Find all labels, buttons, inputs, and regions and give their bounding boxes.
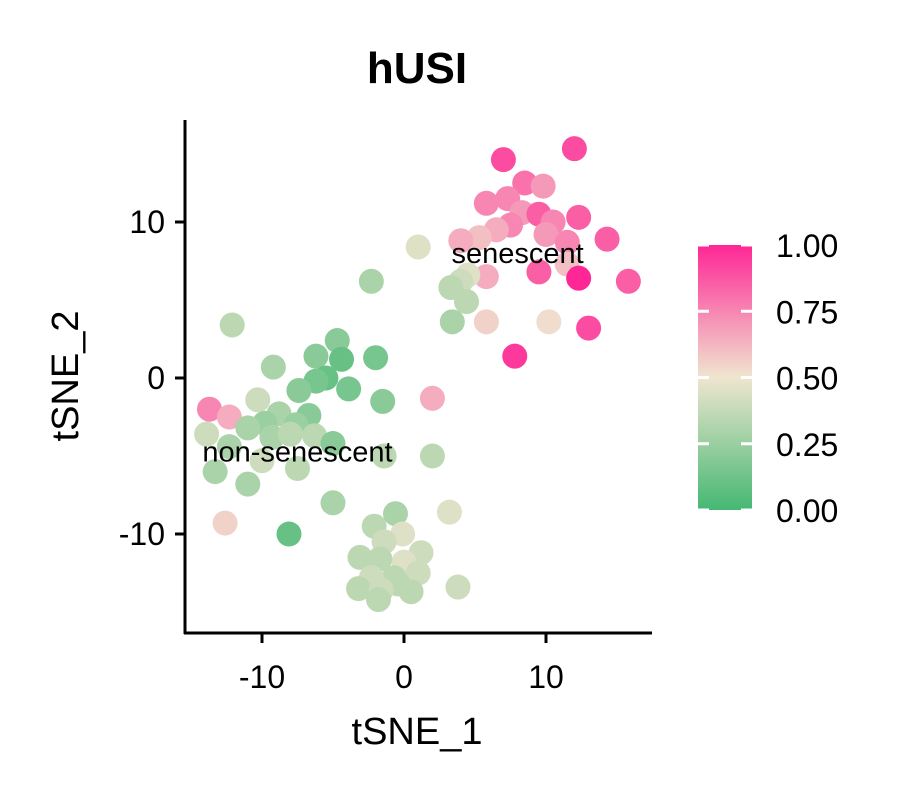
x-tick-label: 0 xyxy=(395,659,413,695)
scatter-point xyxy=(216,404,242,430)
scatter-point xyxy=(466,225,492,251)
scatter-point xyxy=(448,228,474,254)
scatter-point xyxy=(490,147,516,173)
scatter-point xyxy=(533,221,559,247)
y-axis-label: tSNE_2 xyxy=(45,311,87,442)
scatter-point xyxy=(473,264,499,290)
colorbar-tick-label: 0.75 xyxy=(776,294,838,330)
colorbar: 1.00 0.75 0.50 0.25 0.00 xyxy=(698,228,838,529)
y-tick-label: 0 xyxy=(147,360,165,396)
scatter-point xyxy=(212,510,238,536)
scatter-point xyxy=(526,259,552,285)
scatter-point xyxy=(347,544,373,570)
points-layer xyxy=(194,136,641,613)
scatter-point xyxy=(320,431,346,457)
scatter-point xyxy=(530,173,556,199)
x-tick-label: -10 xyxy=(239,659,285,695)
scatter-point xyxy=(365,587,391,613)
scatter-point xyxy=(473,309,499,335)
scatter-point xyxy=(358,268,384,294)
scatter-point xyxy=(370,388,396,414)
annotation-non-senescent: non-senescent xyxy=(202,436,392,468)
scatter-point xyxy=(398,579,424,605)
scatter-point xyxy=(216,434,242,460)
scatter-point xyxy=(594,226,620,252)
annotations-layer: senescent non-senescent xyxy=(202,238,583,468)
scatter-point xyxy=(419,443,445,469)
scatter-point xyxy=(405,234,431,260)
scatter-point xyxy=(245,387,271,413)
x-axis-label: tSNE_1 xyxy=(352,711,483,753)
scatter-point xyxy=(363,345,389,371)
scatter-point xyxy=(235,471,261,497)
scatter-point xyxy=(346,576,372,602)
scatter-point xyxy=(219,312,245,338)
scatter-point xyxy=(249,448,275,474)
scatter-point xyxy=(336,376,362,402)
scatter-point xyxy=(566,265,592,291)
scatter-point xyxy=(260,354,286,380)
chart-title: hUSI xyxy=(367,44,467,93)
scatter-point xyxy=(371,443,397,469)
y-tick-label: -10 xyxy=(119,516,165,552)
colorbar-tick-label: 0.50 xyxy=(776,361,838,397)
scatter-point xyxy=(445,574,471,600)
scatter-point xyxy=(566,204,592,230)
scatter-point xyxy=(512,170,538,196)
y-ticks: -10 0 10 xyxy=(119,204,185,552)
x-ticks: -10 0 10 xyxy=(239,633,564,695)
colorbar-tick-label: 1.00 xyxy=(776,228,838,264)
scatter-point xyxy=(276,521,302,547)
scatter-point xyxy=(303,343,329,369)
scatter-point xyxy=(202,459,228,485)
scatter-point xyxy=(561,136,587,162)
scatter-point xyxy=(615,268,641,294)
y-tick-label: 10 xyxy=(129,204,165,240)
annotation-senescent: senescent xyxy=(451,238,583,270)
colorbar-tick-label: 0.00 xyxy=(776,493,838,529)
scatter-point xyxy=(419,385,445,411)
colorbar-ticks: 1.00 0.75 0.50 0.25 0.00 xyxy=(698,228,838,529)
scatter-point xyxy=(324,328,350,354)
scatter-point xyxy=(436,499,462,525)
scatter-point xyxy=(439,309,465,335)
scatter-point xyxy=(367,546,393,572)
scatter-point xyxy=(502,343,528,369)
scatter-point xyxy=(196,396,222,422)
scatter-point xyxy=(473,190,499,216)
x-tick-label: 10 xyxy=(528,659,564,695)
scatter-point xyxy=(329,346,355,372)
scatter-point xyxy=(320,490,346,516)
scatter-point xyxy=(536,309,562,335)
scatter-point xyxy=(286,377,312,403)
scatter-point xyxy=(382,501,408,527)
scatter-point xyxy=(259,424,285,450)
scatter-point xyxy=(277,421,303,447)
scatter-point xyxy=(194,421,220,447)
scatter-point xyxy=(235,415,261,441)
scatter-point xyxy=(554,229,580,255)
scatter-point xyxy=(285,455,310,481)
colorbar-tick-label: 0.25 xyxy=(776,427,838,463)
scatter-point xyxy=(453,289,479,315)
scatter-point xyxy=(576,315,602,341)
